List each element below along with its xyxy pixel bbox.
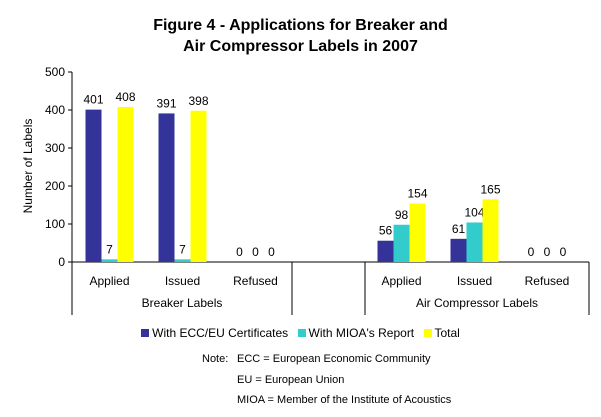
x-tick-label: Refused: [233, 274, 278, 288]
data-label: 154: [407, 186, 427, 200]
bar: [85, 109, 102, 263]
legend-item-total: Total: [423, 326, 460, 340]
data-label: 7: [106, 242, 113, 256]
data-label: 408: [115, 90, 135, 104]
data-label: 98: [395, 208, 409, 222]
y-tick-label: 300: [45, 141, 65, 155]
bar: [482, 199, 499, 262]
legend-label-mioa: With MIOA's Report: [308, 326, 415, 340]
bar: [450, 238, 467, 262]
x-tick-label: Refused: [525, 274, 570, 288]
x-tick-label: Applied: [89, 274, 129, 288]
x-tick-label: Issued: [165, 274, 200, 288]
bar: [466, 222, 483, 262]
note-line-mioa: MIOA = Member of the Institute of Acoust…: [237, 394, 452, 406]
y-tick-label: 0: [58, 255, 65, 269]
bar: [409, 203, 426, 262]
legend-item-ecc: With ECC/EU Certificates: [141, 326, 288, 340]
bar: [190, 110, 207, 262]
legend-label-total: Total: [434, 326, 460, 340]
legend-label-ecc: With ECC/EU Certificates: [152, 326, 289, 340]
y-tick-label: 400: [45, 103, 65, 117]
y-axis-label: Number of Labels: [21, 118, 35, 214]
bar: [117, 106, 134, 263]
legend-swatch-total: [423, 329, 432, 337]
legend-swatch-ecc: [141, 329, 150, 337]
legend-item-mioa: With MIOA's Report: [297, 326, 415, 340]
x-tick-label: Issued: [457, 274, 492, 288]
legend: With ECC/EU Certificates With MIOA's Rep…: [0, 326, 601, 340]
bar: [377, 240, 394, 262]
y-tick-label: 200: [45, 179, 65, 193]
data-label: 398: [188, 94, 208, 108]
note-line-eu: EU = European Union: [237, 374, 345, 386]
data-label: 0: [560, 245, 567, 259]
y-tick-label: 100: [45, 217, 65, 231]
data-label: 56: [379, 224, 393, 238]
note-label: Note:: [202, 353, 229, 365]
data-label: 0: [528, 245, 535, 259]
group-label: Breaker Labels: [142, 296, 223, 310]
data-label: 401: [83, 93, 103, 107]
bar: [158, 113, 175, 262]
y-tick-label: 500: [45, 65, 65, 79]
bar: [101, 259, 118, 262]
data-label: 0: [544, 245, 551, 259]
note-line-ecc: ECC = European Economic Community: [237, 353, 431, 365]
data-label: 104: [464, 205, 484, 219]
chart-subtitle: Air Compressor Labels in 2007: [183, 38, 418, 55]
x-tick-label: Applied: [381, 274, 421, 288]
data-label: 0: [236, 245, 243, 259]
legend-swatch-mioa: [297, 329, 306, 337]
data-label: 7: [179, 242, 186, 256]
bar: [174, 259, 191, 262]
data-label: 0: [268, 245, 275, 259]
bar: [393, 224, 410, 262]
data-label: 391: [156, 96, 176, 110]
data-label: 165: [480, 182, 500, 196]
group-label: Air Compressor Labels: [416, 296, 538, 310]
data-label: 61: [452, 222, 466, 236]
chart-title: Figure 4 - Applications for Breaker and: [153, 17, 448, 34]
data-label: 0: [252, 245, 259, 259]
